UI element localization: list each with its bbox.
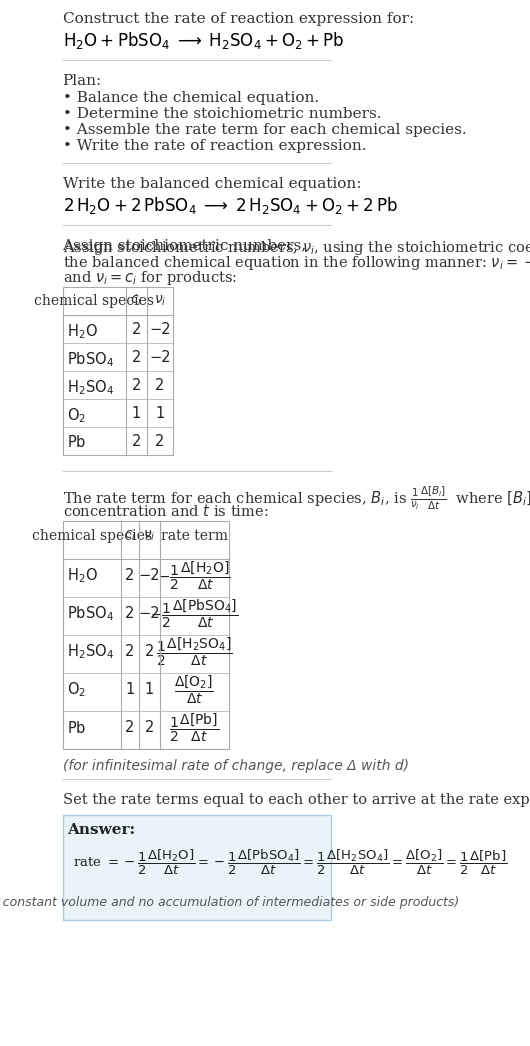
Text: Assign stoichiometric numbers, $\nu_i$, using the stoichiometric coefficients, $: Assign stoichiometric numbers, $\nu_i$, … [63, 238, 530, 257]
Text: Set the rate terms equal to each other to arrive at the rate expression:: Set the rate terms equal to each other t… [63, 793, 530, 808]
Text: • Assemble the rate term for each chemical species.: • Assemble the rate term for each chemic… [63, 123, 466, 137]
Text: $\dfrac{1}{2}\dfrac{\Delta[\mathrm{Pb}]}{\Delta t}$: $\dfrac{1}{2}\dfrac{\Delta[\mathrm{Pb}]}… [169, 712, 219, 744]
Text: 2: 2 [131, 322, 141, 337]
Text: $-\dfrac{1}{2}\dfrac{\Delta[\mathrm{PbSO_4}]}{\Delta t}$: $-\dfrac{1}{2}\dfrac{\Delta[\mathrm{PbSO… [150, 598, 238, 630]
Text: 2: 2 [145, 721, 154, 735]
Text: $-\dfrac{1}{2}\dfrac{\Delta[\mathrm{H_2O}]}{\Delta t}$: $-\dfrac{1}{2}\dfrac{\Delta[\mathrm{H_2O… [158, 560, 231, 592]
Text: 2: 2 [155, 434, 165, 449]
Text: 2: 2 [131, 350, 141, 365]
Text: chemical species: chemical species [34, 294, 154, 308]
Text: 2: 2 [131, 378, 141, 393]
Text: −2: −2 [149, 350, 171, 365]
Text: The rate term for each chemical species, $B_i$, is $\frac{1}{\nu_i}\frac{\Delta[: The rate term for each chemical species,… [63, 485, 530, 513]
Text: • Write the rate of reaction expression.: • Write the rate of reaction expression. [63, 139, 366, 153]
Text: $c_i$: $c_i$ [123, 529, 136, 544]
Text: 2: 2 [145, 644, 154, 659]
Text: Assign stoichiometric numbers,: Assign stoichiometric numbers, [63, 238, 312, 253]
Text: • Balance the chemical equation.: • Balance the chemical equation. [63, 91, 319, 105]
Text: 2: 2 [155, 378, 165, 393]
Text: concentration and $t$ is time:: concentration and $t$ is time: [63, 503, 268, 519]
Bar [63, 521, 228, 749]
Text: $\mathrm{H_2O + PbSO_4 \;\longrightarrow\; H_2SO_4 + O_2 + Pb}$: $\mathrm{H_2O + PbSO_4 \;\longrightarrow… [63, 30, 344, 51]
Text: −2: −2 [139, 607, 160, 621]
Text: (assuming constant volume and no accumulation of intermediates or side products): (assuming constant volume and no accumul… [0, 896, 460, 909]
Text: Construct the rate of reaction expression for:: Construct the rate of reaction expressio… [63, 12, 414, 26]
Text: $\mathrm{Pb}$: $\mathrm{Pb}$ [67, 434, 86, 450]
Text: $\nu_i$: $\nu_i$ [154, 294, 166, 309]
Text: Plan:: Plan: [63, 74, 102, 88]
Text: (for infinitesimal rate of change, replace Δ with d): (for infinitesimal rate of change, repla… [63, 759, 409, 773]
Text: −2: −2 [139, 568, 160, 584]
Text: 1: 1 [125, 682, 135, 698]
Text: $\mathrm{O_2}$: $\mathrm{O_2}$ [67, 406, 86, 425]
Text: • Determine the stoichiometric numbers.: • Determine the stoichiometric numbers. [63, 107, 381, 121]
Text: $\mathrm{Pb}$: $\mathrm{Pb}$ [67, 720, 86, 736]
Bar [63, 815, 331, 920]
Text: $\mathrm{PbSO_4}$: $\mathrm{PbSO_4}$ [67, 350, 114, 368]
Text: 1: 1 [131, 406, 141, 420]
Text: $c_i$: $c_i$ [130, 294, 143, 309]
Text: Write the balanced chemical equation:: Write the balanced chemical equation: [63, 177, 361, 191]
Text: $\mathrm{2\,H_2O + 2\,PbSO_4 \;\longrightarrow\; 2\,H_2SO_4 + O_2 + 2\,Pb}$: $\mathrm{2\,H_2O + 2\,PbSO_4 \;\longrigh… [63, 195, 398, 217]
Bar [63, 287, 173, 455]
Text: $\mathrm{H_2SO_4}$: $\mathrm{H_2SO_4}$ [67, 642, 114, 661]
Text: the balanced chemical equation in the following manner: $\nu_i = -c_i$ for react: the balanced chemical equation in the fo… [63, 254, 530, 272]
Text: 2: 2 [125, 568, 135, 584]
Text: $\dfrac{\Delta[\mathrm{O_2}]}{\Delta t}$: $\dfrac{\Delta[\mathrm{O_2}]}{\Delta t}$ [174, 674, 214, 706]
Text: $\mathrm{H_2SO_4}$: $\mathrm{H_2SO_4}$ [67, 378, 114, 396]
Text: 2: 2 [125, 644, 135, 659]
Text: 2: 2 [125, 607, 135, 621]
Text: 2: 2 [125, 721, 135, 735]
Text: −2: −2 [149, 322, 171, 337]
Text: $\nu_i$: $\nu_i$ [143, 529, 156, 544]
Text: rate term: rate term [161, 529, 228, 543]
Text: $\mathrm{PbSO_4}$: $\mathrm{PbSO_4}$ [67, 605, 114, 623]
Text: Answer:: Answer: [67, 823, 135, 837]
Text: 1: 1 [155, 406, 165, 420]
Text: $\mathrm{O_2}$: $\mathrm{O_2}$ [67, 681, 86, 700]
Text: and $\nu_i = c_i$ for products:: and $\nu_i = c_i$ for products: [63, 269, 237, 287]
Text: 1: 1 [145, 682, 154, 698]
Text: $\mathrm{H_2O}$: $\mathrm{H_2O}$ [67, 322, 98, 341]
Text: $\mathrm{H_2O}$: $\mathrm{H_2O}$ [67, 567, 98, 586]
Text: $\dfrac{1}{2}\dfrac{\Delta[\mathrm{H_2SO_4}]}{\Delta t}$: $\dfrac{1}{2}\dfrac{\Delta[\mathrm{H_2SO… [156, 636, 233, 668]
Text: 2: 2 [131, 434, 141, 449]
Text: chemical species: chemical species [31, 529, 152, 543]
Text: rate $= -\dfrac{1}{2}\dfrac{\Delta[\mathrm{H_2O}]}{\Delta t} = -\dfrac{1}{2}\dfr: rate $= -\dfrac{1}{2}\dfrac{\Delta[\math… [73, 848, 508, 878]
